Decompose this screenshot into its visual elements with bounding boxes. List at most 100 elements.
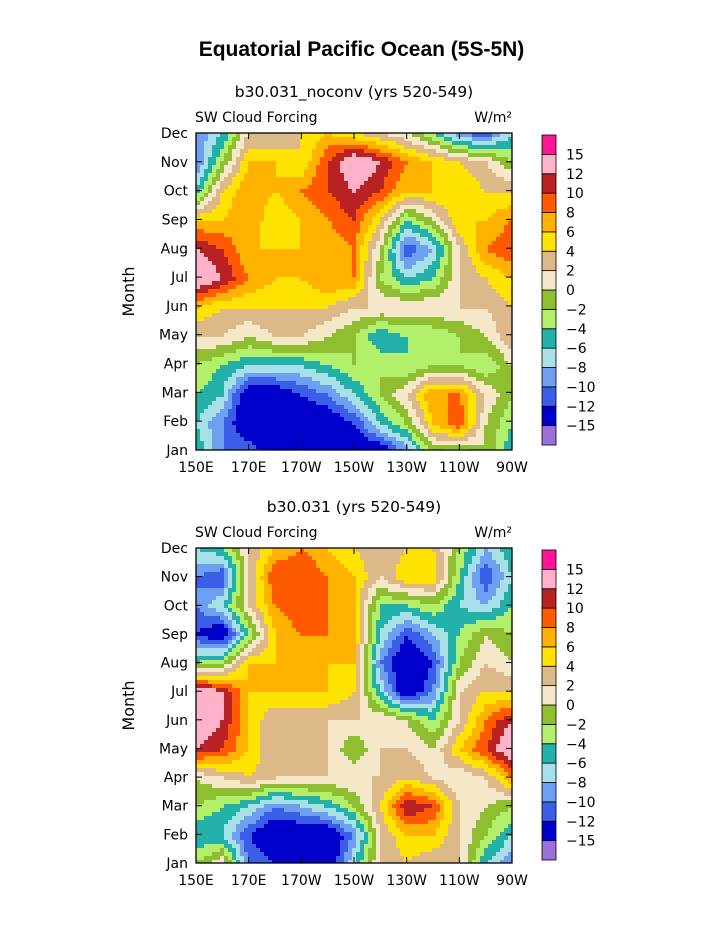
- contour-cell: [424, 133, 429, 138]
- contour-cell: [276, 377, 281, 382]
- contour-cell: [324, 329, 329, 334]
- contour-cell: [316, 293, 321, 298]
- contour-cell: [392, 225, 397, 230]
- contour-cell: [416, 221, 421, 226]
- contour-cell: [400, 257, 405, 262]
- contour-cell: [204, 381, 209, 386]
- contour-cell: [312, 341, 317, 346]
- contour-cell: [500, 377, 505, 382]
- contour-cell: [480, 221, 485, 226]
- contour-cell: [400, 137, 405, 142]
- contour-cell: [224, 257, 229, 262]
- contour-cell: [280, 133, 285, 138]
- contour-cell: [340, 285, 345, 290]
- contour-cell: [412, 261, 417, 266]
- contour-cell: [264, 297, 269, 302]
- contour-cell: [252, 233, 257, 238]
- contour-cell: [216, 153, 221, 158]
- contour-cell: [508, 229, 513, 234]
- contour-cell: [296, 333, 301, 338]
- contour-cell: [252, 281, 257, 286]
- contour-cell: [244, 209, 249, 214]
- contour-cell: [272, 365, 277, 370]
- contour-cell: [312, 301, 317, 306]
- contour-cell: [368, 201, 373, 206]
- contour-cell: [436, 217, 441, 222]
- contour-cell: [272, 197, 277, 202]
- contour-cell: [252, 149, 257, 154]
- contour-cell: [496, 293, 501, 298]
- contour-cell: [476, 273, 481, 278]
- contour-cell: [400, 133, 405, 138]
- contour-cell: [388, 153, 393, 158]
- contour-cell: [348, 237, 353, 242]
- contour-cell: [392, 269, 397, 274]
- contour-cell: [452, 217, 457, 222]
- contour-cell: [272, 333, 277, 338]
- contour-cell: [240, 189, 245, 194]
- contour-cell: [296, 205, 301, 210]
- contour-cell: [320, 361, 325, 366]
- contour-cell: [416, 249, 421, 254]
- contour-cell: [204, 257, 209, 262]
- contour-cell: [276, 217, 281, 222]
- contour-cell: [312, 165, 317, 170]
- contour-cell: [364, 361, 369, 366]
- contour-cell: [400, 285, 405, 290]
- contour-cell: [292, 149, 297, 154]
- contour-cell: [336, 145, 341, 150]
- contour-cell: [492, 265, 497, 270]
- contour-cell: [356, 317, 361, 322]
- contour-cell: [356, 333, 361, 338]
- contour-cell: [352, 289, 357, 294]
- contour-cell: [236, 373, 241, 378]
- contour-cell: [380, 221, 385, 226]
- contour-cell: [504, 181, 509, 186]
- contour-cell: [440, 381, 445, 386]
- contour-cell: [312, 193, 317, 198]
- contour-cell: [244, 137, 249, 142]
- contour-cell: [436, 165, 441, 170]
- contour-cell: [216, 269, 221, 274]
- contour-cell: [292, 253, 297, 258]
- contour-cell: [432, 273, 437, 278]
- contour-cell: [496, 337, 501, 342]
- contour-cell: [268, 321, 273, 326]
- contour-cell: [480, 305, 485, 310]
- contour-cell: [348, 285, 353, 290]
- contour-cell: [244, 173, 249, 178]
- contour-cell: [248, 293, 253, 298]
- contour-cell: [356, 169, 361, 174]
- contour-cell: [200, 289, 205, 294]
- contour-cell: [236, 149, 241, 154]
- contour-cell: [408, 149, 413, 154]
- contour-cell: [440, 261, 445, 266]
- contour-cell: [296, 169, 301, 174]
- contour-cell: [204, 133, 209, 138]
- contour-cell: [388, 289, 393, 294]
- contour-cell: [372, 209, 377, 214]
- contour-cell: [260, 333, 265, 338]
- contour-cell: [288, 161, 293, 166]
- contour-cell: [428, 289, 433, 294]
- contour-cell: [460, 213, 465, 218]
- contour-cell: [216, 201, 221, 206]
- contour-cell: [204, 249, 209, 254]
- contour-cell: [204, 185, 209, 190]
- contour-cell: [328, 253, 333, 258]
- contour-cell: [376, 149, 381, 154]
- contour-cell: [248, 141, 253, 146]
- contour-cell: [220, 141, 225, 146]
- contour-cell: [264, 145, 269, 150]
- contour-cell: [388, 281, 393, 286]
- contour-cell: [444, 213, 449, 218]
- contour-cell: [296, 241, 301, 246]
- contour-cell: [488, 373, 493, 378]
- contour-cell: [376, 257, 381, 262]
- contour-cell: [476, 241, 481, 246]
- contour-cell: [220, 305, 225, 310]
- contour-cell: [464, 369, 469, 374]
- contour-cell: [420, 169, 425, 174]
- contour-cell: [352, 353, 357, 358]
- contour-cell: [436, 153, 441, 158]
